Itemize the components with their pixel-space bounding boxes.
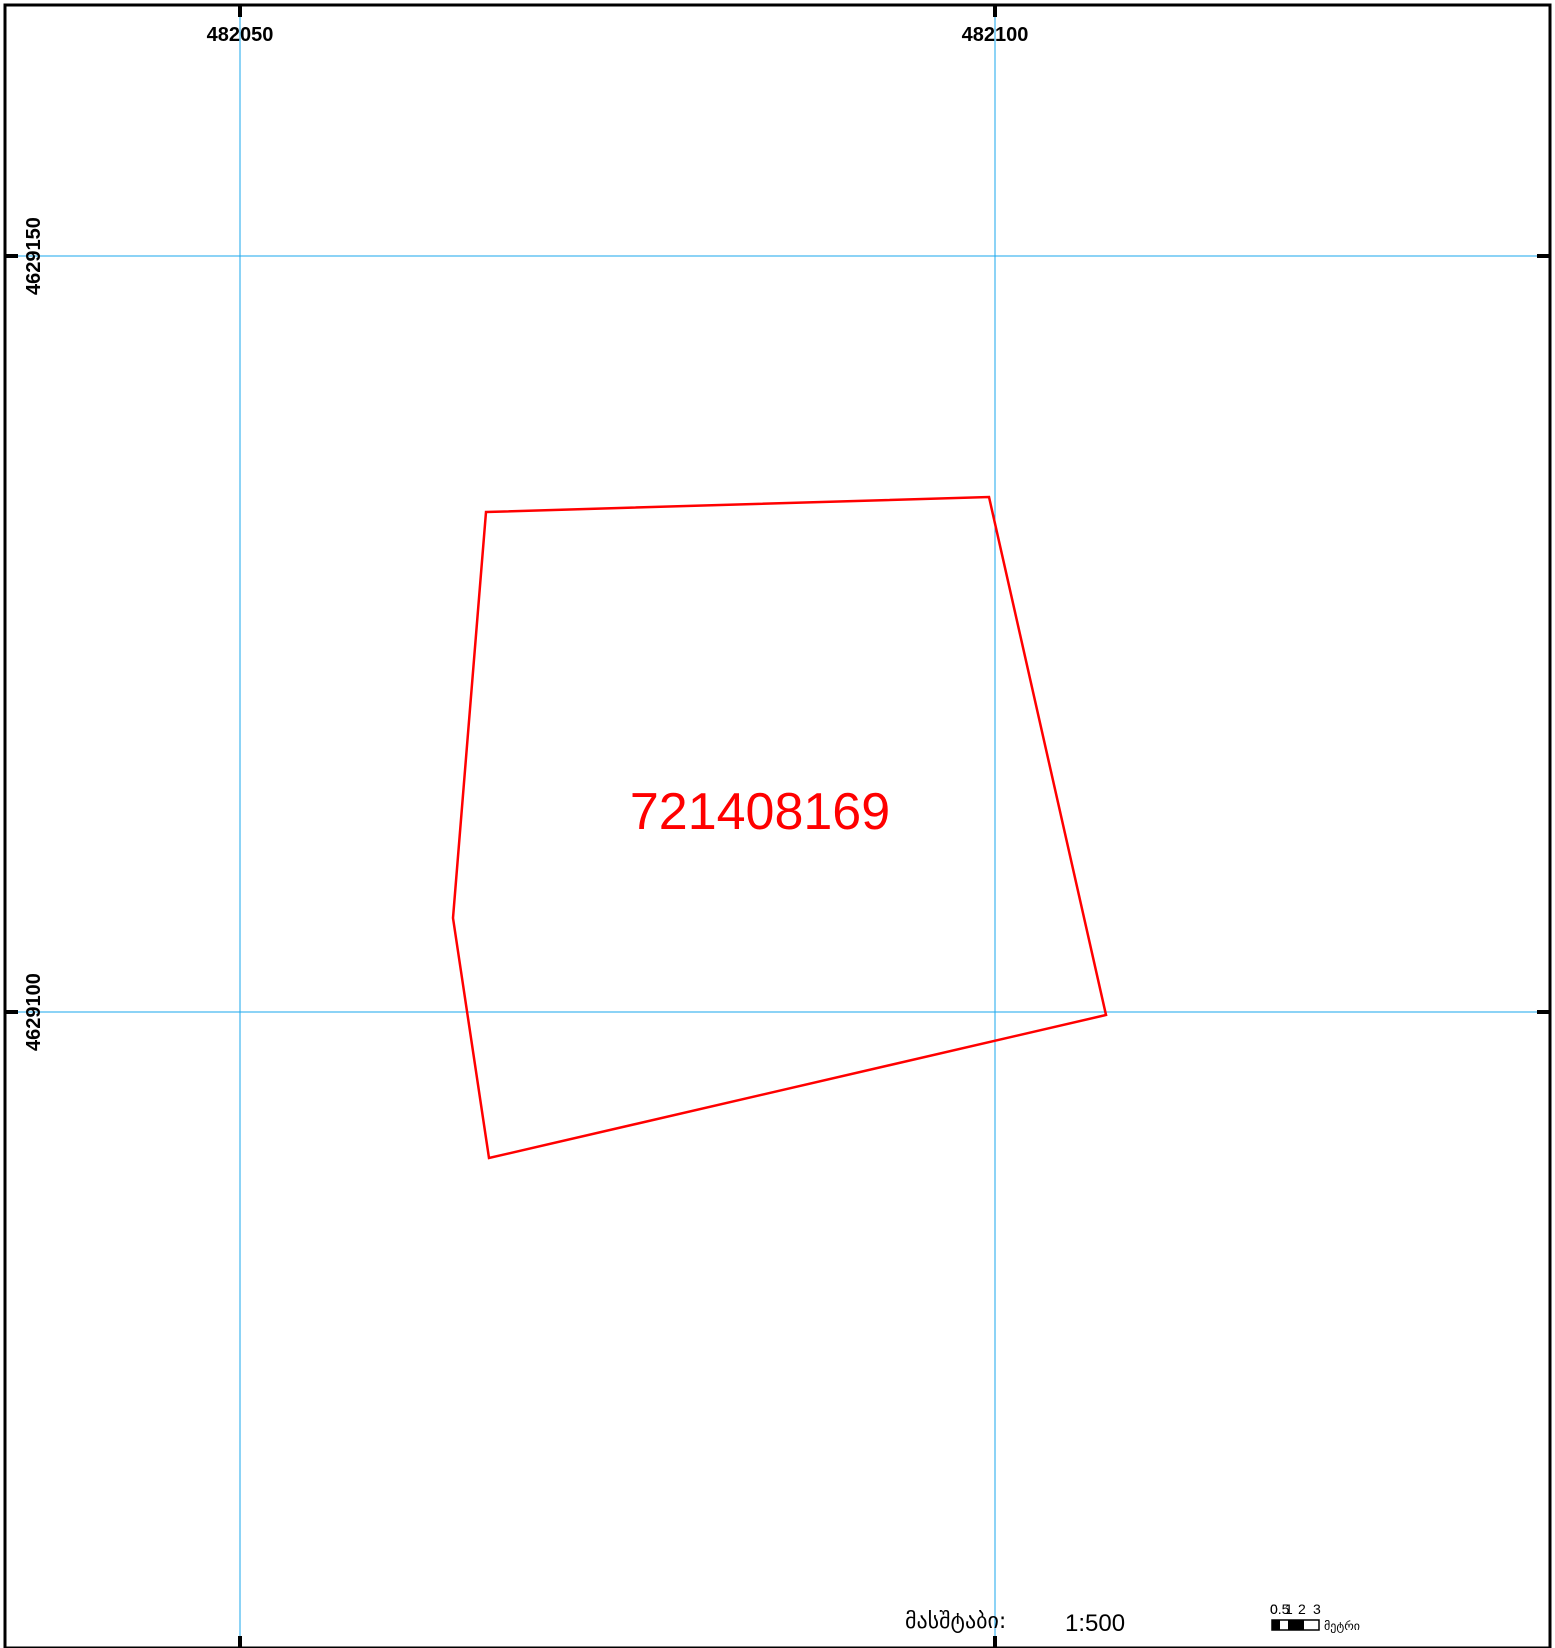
northing-label-4629150: 4629150 [23,217,45,295]
scalebar-tick-0: 0 [1270,1601,1278,1617]
scale-ratio: 1:500 [1065,1610,1125,1637]
scalebar-tick-2: 2 [1298,1601,1306,1617]
scalebar-segment-0 [1272,1620,1280,1630]
graphic-scalebar: 0 0.5 1 2 3 მეტრი [1270,1601,1360,1633]
scalebar-unit: მეტრი [1324,1619,1360,1633]
northing-label-4629100: 4629100 [23,973,45,1051]
scalebar-tick-1: 1 [1285,1601,1293,1617]
coordinate-grid [5,5,1550,1648]
map-frame-border [3,3,1552,1648]
scalebar-tick-0-5: 0.5 [1270,1601,1290,1617]
easting-label-482100: 482100 [962,24,1029,46]
scalebar-segment-1 [1288,1620,1304,1630]
frame-ticks [5,5,1550,1648]
scale-title: მასშტაბი: [905,1609,1006,1634]
scalebar-tick-3: 3 [1313,1601,1321,1617]
easting-label-482050: 482050 [207,24,274,46]
parcel-boundary[interactable] [451,495,1108,1160]
parcel-id-label: 721408169 [630,783,890,841]
